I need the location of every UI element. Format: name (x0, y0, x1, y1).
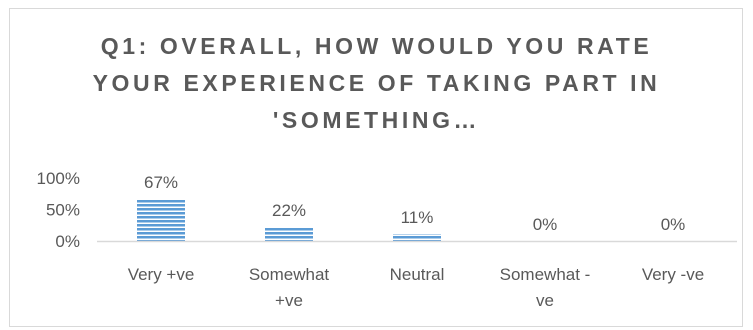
bar (137, 198, 185, 241)
y-tick-label: 50% (46, 201, 80, 220)
bar (393, 234, 441, 241)
category-label: Neutral (390, 265, 445, 284)
data-label: 0% (533, 215, 558, 234)
bar (265, 227, 313, 241)
chart-title: Q1: OVERALL, HOW WOULD YOU RATE YOUR EXP… (92, 33, 661, 133)
data-label: 67% (144, 173, 178, 192)
data-label: 22% (272, 201, 306, 220)
chart-frame (9, 8, 743, 327)
bars (137, 198, 441, 241)
category-label: Very +ve (128, 265, 195, 284)
data-label: 0% (661, 215, 686, 234)
category-label: Somewhat +ve (249, 265, 330, 310)
category-label: Very -ve (642, 265, 704, 284)
y-axis-ticks: 0% 50% 100% (37, 169, 80, 251)
y-tick-label: 100% (37, 169, 80, 188)
category-labels: Very +ve Somewhat +ve Neutral Somewhat -ve Ve… (128, 265, 704, 310)
category-label: Somewhat -ve (500, 265, 591, 310)
data-label: 11% (401, 208, 434, 227)
data-labels: 67% 22% 11% 0% 0% (144, 173, 685, 234)
y-tick-label: 0% (55, 232, 80, 251)
